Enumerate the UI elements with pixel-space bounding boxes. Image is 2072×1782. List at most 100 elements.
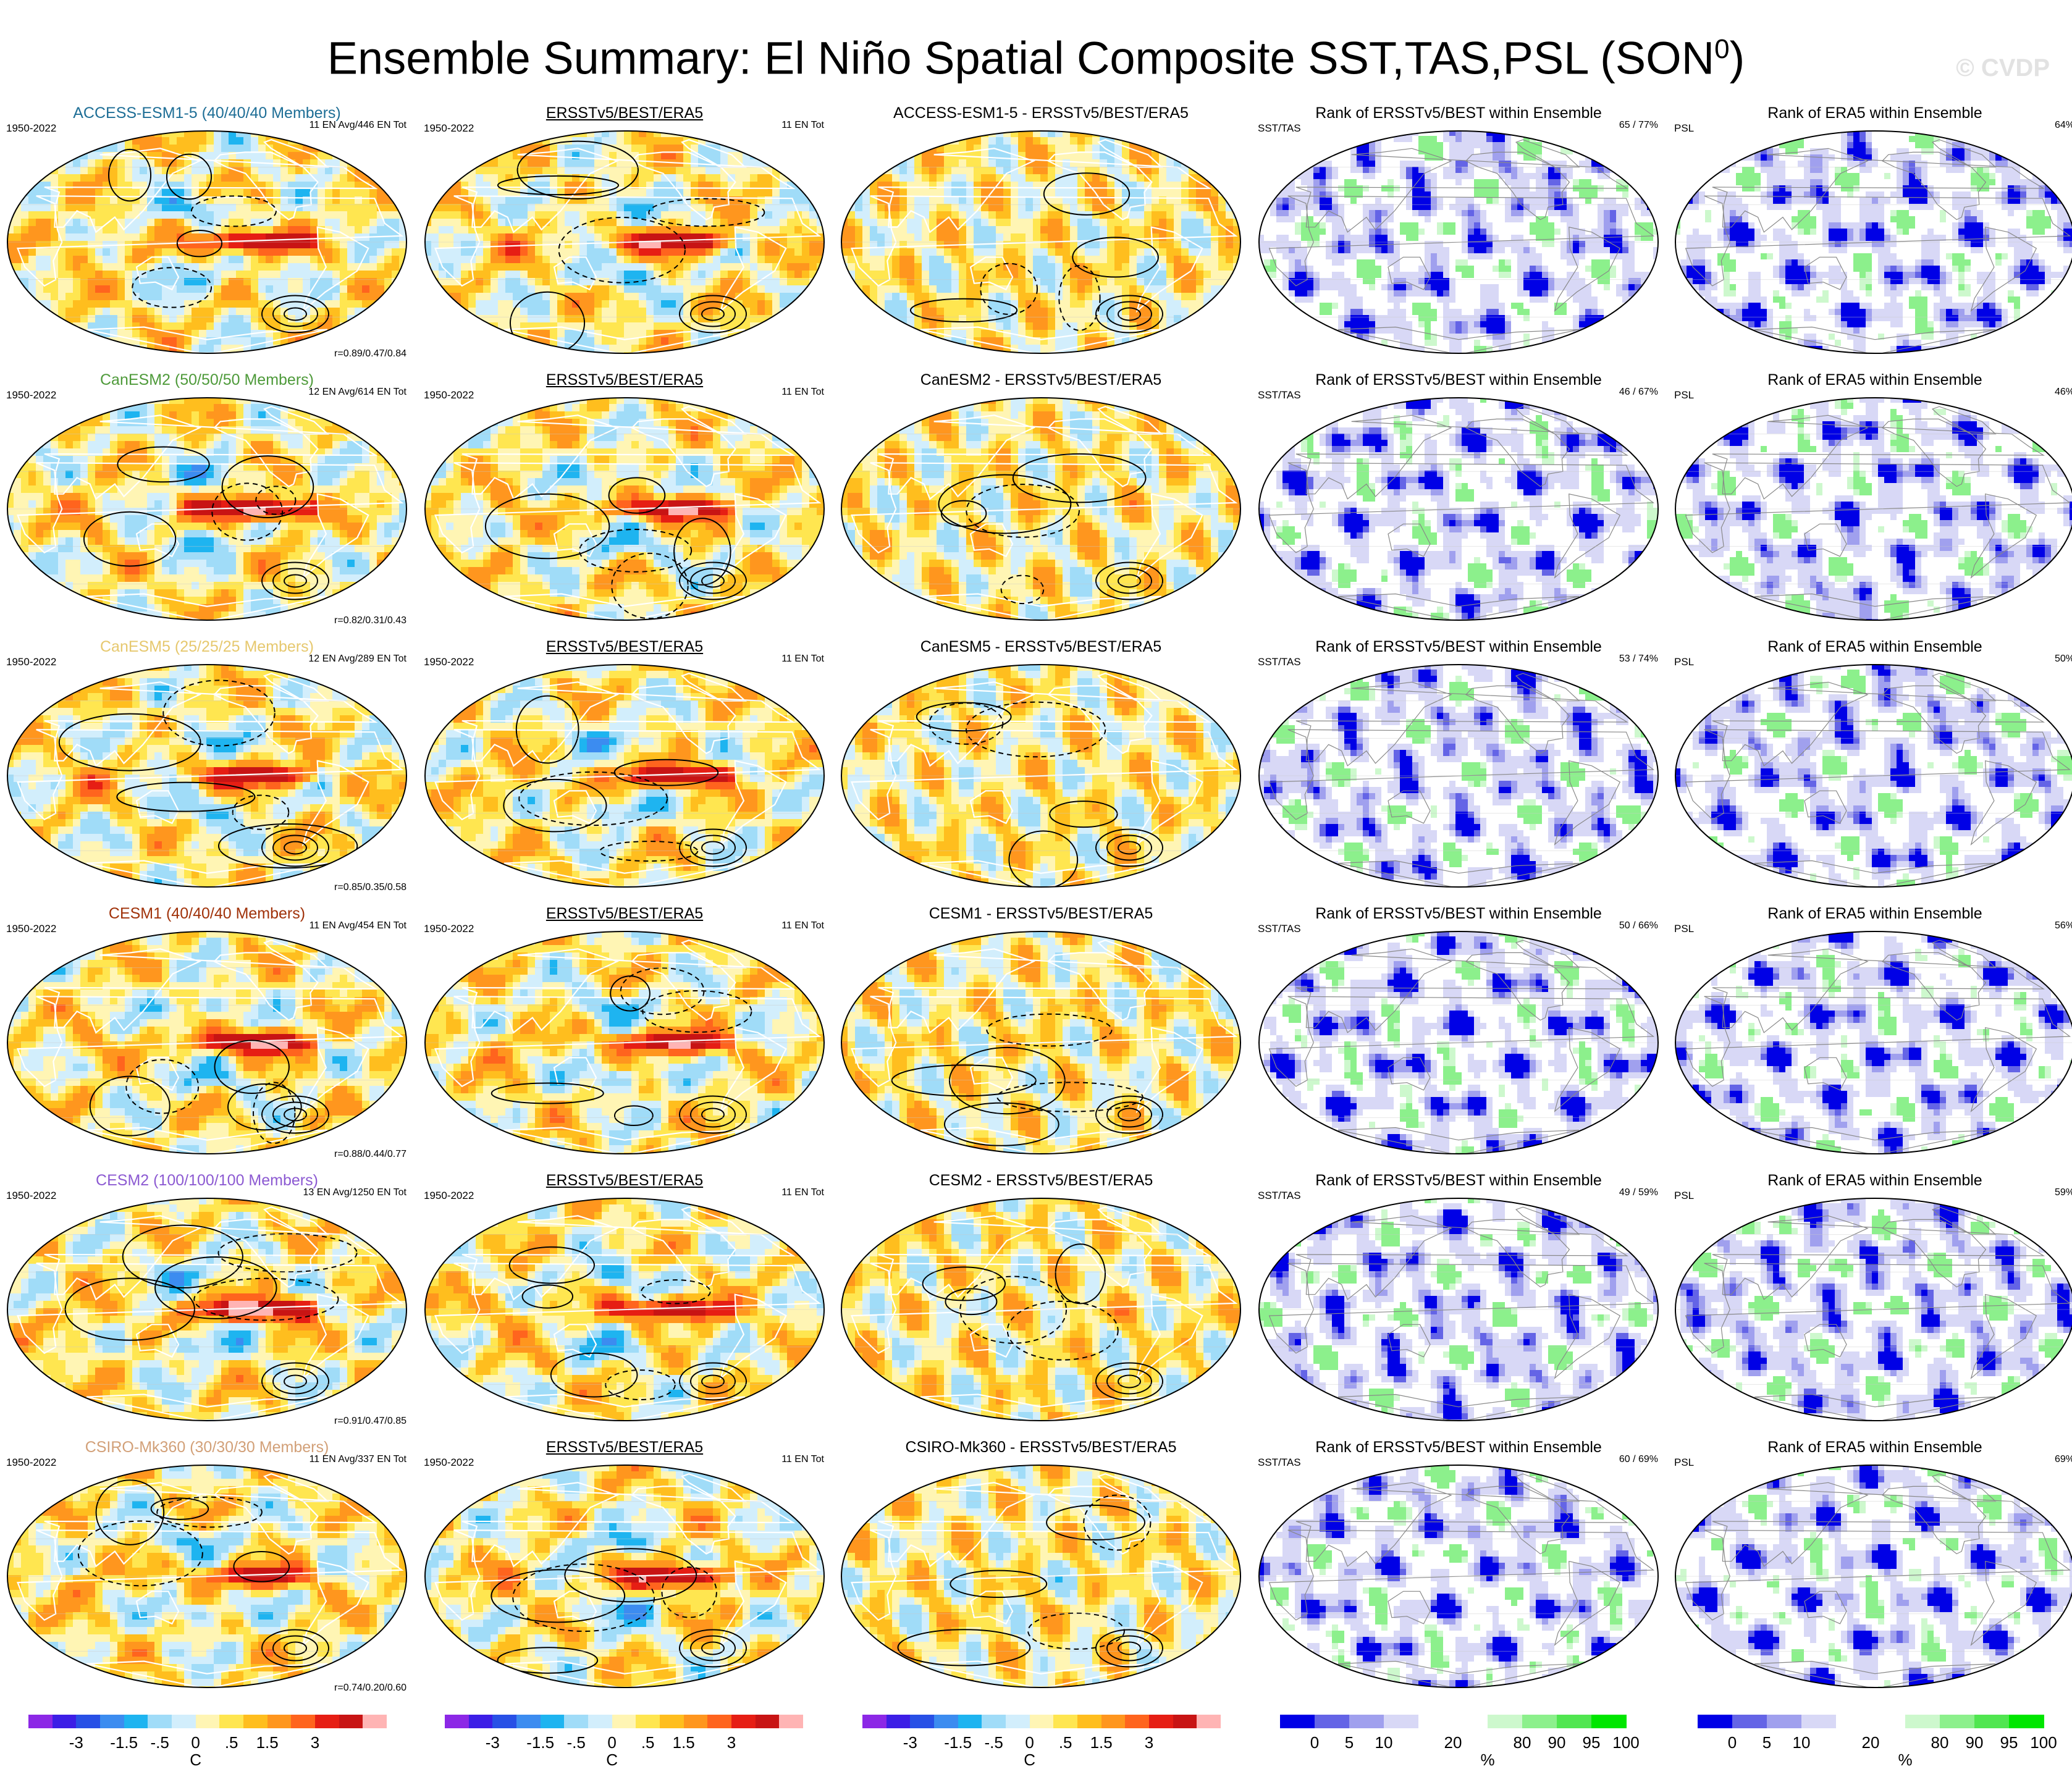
field-cell — [147, 352, 155, 355]
field-cell — [505, 196, 513, 204]
field-cell — [177, 263, 185, 271]
field-cell — [355, 330, 363, 338]
field-cell — [646, 248, 654, 256]
field-cell — [870, 204, 878, 212]
field-cell — [802, 300, 810, 308]
field-cell — [303, 248, 311, 256]
field-cell — [431, 226, 439, 234]
field-cell — [1166, 167, 1174, 175]
field-cell — [1085, 285, 1093, 293]
field-cell — [325, 189, 333, 197]
field-cell — [639, 226, 647, 234]
field-cell — [1159, 137, 1167, 145]
field-cell — [369, 130, 377, 138]
field-cell — [1063, 159, 1071, 167]
field-cell — [809, 248, 817, 256]
field-cell — [757, 248, 765, 256]
field-cell — [565, 248, 573, 256]
field-cell — [80, 204, 88, 212]
field-cell — [1159, 211, 1167, 219]
field-cell — [528, 300, 536, 308]
field-cell — [51, 352, 59, 355]
field-cell — [461, 248, 469, 256]
field-cell — [794, 315, 802, 323]
field-cell — [80, 182, 88, 190]
field-cell — [1203, 137, 1211, 145]
field-cell — [169, 211, 177, 219]
field-cell — [1166, 145, 1174, 153]
field-cell — [21, 293, 29, 301]
field-cell — [21, 145, 29, 153]
field-cell — [21, 152, 29, 160]
field-cell — [996, 189, 1004, 197]
field-cell — [794, 152, 802, 160]
field-cell — [1196, 315, 1204, 323]
field-cell — [1159, 204, 1167, 212]
field-cell — [303, 219, 311, 227]
field-cell — [36, 300, 44, 308]
field-cell — [243, 211, 251, 219]
field-cell — [476, 278, 484, 286]
field-cell — [966, 204, 974, 212]
field-cell — [565, 211, 573, 219]
field-cell — [1137, 278, 1145, 286]
field-cell — [1189, 189, 1197, 197]
field-cell — [424, 337, 432, 345]
field-cell — [406, 189, 408, 197]
field-cell — [6, 145, 14, 153]
field-cell — [757, 145, 765, 153]
field-cell — [944, 233, 952, 242]
field-cell — [937, 308, 945, 316]
field-cell — [743, 174, 751, 182]
field-cell — [1129, 293, 1137, 301]
field-cell — [117, 211, 125, 219]
field-cell — [520, 352, 528, 355]
field-cell — [720, 211, 728, 219]
field-cell — [691, 248, 699, 256]
field-cell — [1181, 145, 1189, 153]
field-cell — [36, 337, 44, 345]
field-cell — [303, 285, 311, 293]
field-cell — [162, 293, 170, 301]
field-cell — [966, 285, 974, 293]
field-cell — [587, 233, 595, 242]
field-cell — [73, 167, 81, 175]
field-cell — [639, 256, 647, 264]
field-cell — [794, 271, 802, 279]
field-cell — [1189, 219, 1197, 227]
field-cell — [1114, 285, 1122, 293]
field-cell — [579, 189, 587, 197]
field-cell — [557, 278, 565, 286]
field-cell — [295, 130, 303, 138]
field-cell — [602, 308, 610, 316]
field-cell — [735, 285, 743, 293]
field-cell — [757, 174, 765, 182]
field-cell — [1122, 278, 1130, 286]
field-cell — [125, 322, 133, 330]
field-cell — [1077, 315, 1085, 323]
field-cell — [757, 345, 765, 353]
field-cell — [1018, 189, 1026, 197]
field-cell — [132, 182, 140, 190]
field-cell — [594, 322, 602, 330]
field-cell — [347, 130, 355, 138]
field-cell — [169, 130, 177, 138]
field-cell — [757, 285, 765, 293]
field-cell — [914, 271, 922, 279]
field-cell — [1085, 293, 1093, 301]
field-cell — [280, 130, 288, 138]
field-cell — [468, 182, 476, 190]
field-cell — [154, 271, 162, 279]
field-cell — [772, 211, 780, 219]
field-cell — [1025, 256, 1034, 264]
field-cell — [453, 337, 461, 345]
field-cell — [229, 278, 237, 286]
field-cell — [528, 159, 536, 167]
field-cell — [728, 345, 736, 353]
field-cell — [21, 204, 29, 212]
field-cell — [199, 315, 207, 323]
field-cell — [431, 337, 439, 345]
field-cell — [750, 337, 758, 345]
field-cell — [535, 233, 543, 242]
field-cell — [809, 315, 817, 323]
